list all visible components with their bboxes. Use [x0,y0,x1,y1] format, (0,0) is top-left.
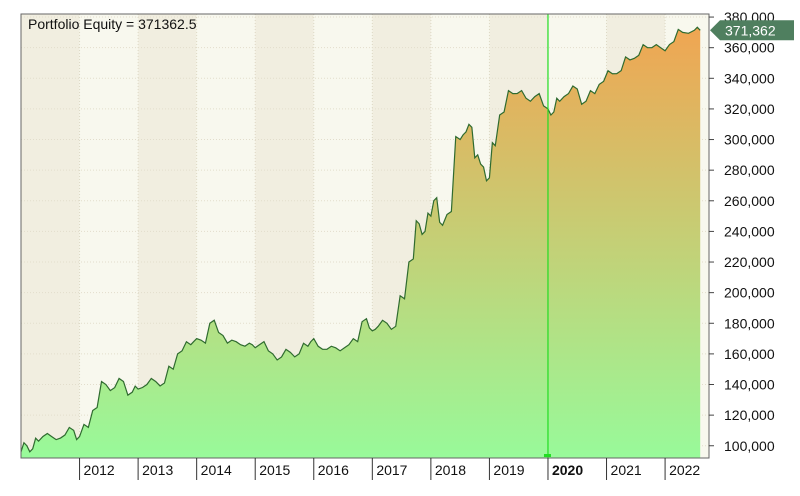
y-tick-label: 240,000 [724,223,775,239]
x-tick-label: 2012 [84,462,115,478]
y-tick-label: 340,000 [724,70,775,86]
y-tick-label: 320,000 [724,101,775,117]
x-tick-label: 2018 [435,462,466,478]
last-value-label: 371,362 [725,22,776,38]
x-tick-label: 2016 [318,462,349,478]
plot-border [20,13,710,459]
year-band [79,14,139,458]
y-tick-label: 200,000 [724,285,775,301]
equity-area [21,27,701,458]
x-tick-label: 2019 [493,462,524,478]
x-tick-label: 2022 [669,462,700,478]
last-value-badge [710,20,794,41]
y-tick-label: 260,000 [724,193,775,209]
y-tick-label: 280,000 [724,162,775,178]
y-tick-label: 220,000 [724,254,775,270]
y-tick-label: 120,000 [724,407,775,423]
year-band [21,14,80,458]
equity-line [21,26,701,453]
x-tick-label: 2020 [552,462,583,478]
x-tick-label: 2015 [259,462,290,478]
y-tick-label: 360,000 [724,40,775,56]
y-tick-label: 300,000 [724,132,775,148]
year-marker-foot [543,454,551,457]
y-tick-label: 100,000 [724,438,775,454]
y-tick-label: 140,000 [724,377,775,393]
x-tick-label: 2021 [611,462,642,478]
chart-title: Portfolio Equity = 371362.5 [28,16,197,32]
x-tick-label: 2017 [376,462,407,478]
x-tick-label: 2014 [201,462,232,478]
x-tick-label: 2013 [142,462,173,478]
y-tick-label: 180,000 [724,315,775,331]
y-tick-label: 160,000 [724,346,775,362]
